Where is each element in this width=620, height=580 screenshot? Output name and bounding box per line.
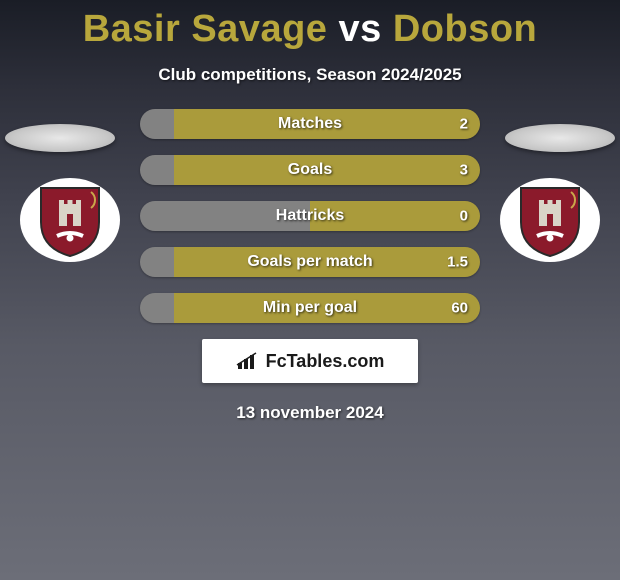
stat-row: Goals per match 1.5 xyxy=(140,247,480,277)
club-badge-left xyxy=(20,178,120,262)
player-right-photo-placeholder xyxy=(505,124,615,152)
title-part: vs xyxy=(327,8,392,50)
title-part: Basir Savage xyxy=(83,8,328,50)
stat-value-right: 3 xyxy=(460,162,468,179)
stat-label: Goals xyxy=(288,161,332,179)
stat-bar-left xyxy=(140,247,174,277)
bar-chart-icon xyxy=(236,351,260,371)
stat-row: Matches 2 xyxy=(140,109,480,139)
page-title: Basir Savage vs Dobson xyxy=(0,0,620,51)
fctables-logo-text: FcTables.com xyxy=(266,351,385,372)
stat-value-right: 1.5 xyxy=(447,254,468,271)
stat-value-right: 2 xyxy=(460,116,468,133)
stat-row: Goals 3 xyxy=(140,155,480,185)
club-badge-right xyxy=(500,178,600,262)
stat-row: Hattricks 0 xyxy=(140,201,480,231)
stat-bar-left xyxy=(140,155,174,185)
title-part: Dobson xyxy=(393,8,537,50)
stat-label: Goals per match xyxy=(247,253,372,271)
stat-row: Min per goal 60 xyxy=(140,293,480,323)
stat-bar-left xyxy=(140,293,174,323)
fctables-logo[interactable]: FcTables.com xyxy=(202,339,418,383)
stat-bar-left xyxy=(140,109,174,139)
stat-label: Hattricks xyxy=(276,207,344,225)
date: 13 november 2024 xyxy=(0,403,620,423)
stat-value-right: 0 xyxy=(460,208,468,225)
stat-value-right: 60 xyxy=(451,300,468,317)
subtitle: Club competitions, Season 2024/2025 xyxy=(0,65,620,85)
player-left-photo-placeholder xyxy=(5,124,115,152)
stat-rows-container: Matches 2 Goals 3 Hattricks 0 Goals per match 1… xyxy=(140,109,480,323)
stat-label: Matches xyxy=(278,115,342,133)
stat-label: Min per goal xyxy=(263,299,357,317)
